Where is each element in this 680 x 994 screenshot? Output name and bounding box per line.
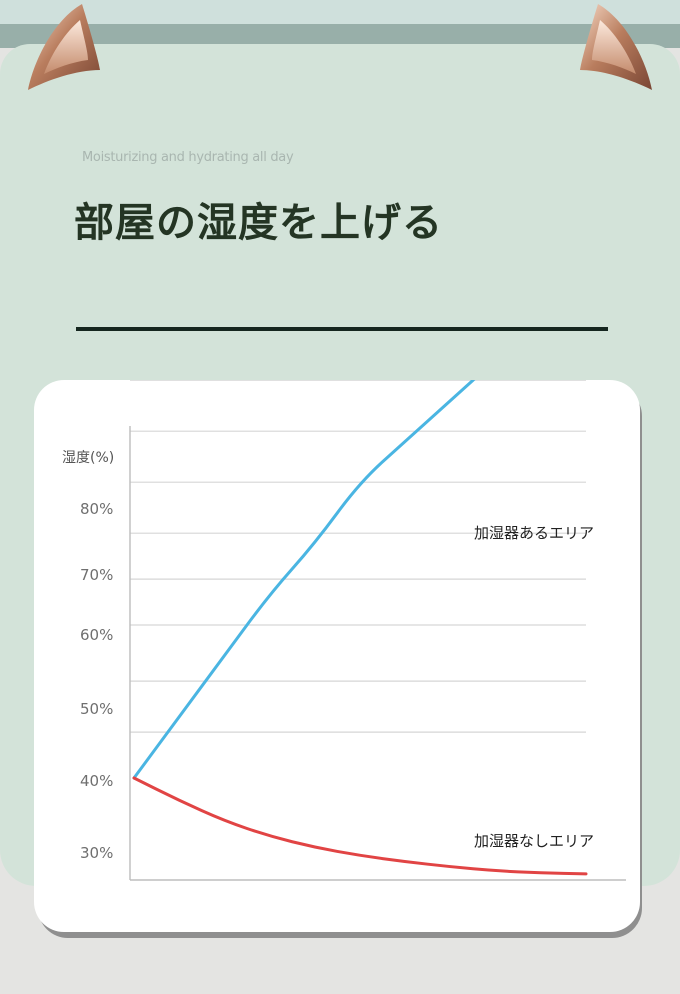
page-subtitle: Moisturizing and hydrating all day [82,150,294,165]
top-band [0,0,680,24]
chart-card: 湿度(%) 80% 70% 60% 50% 40% 30% 加湿器あるエリア 加湿器なしエリア [34,380,640,932]
y-tick-label-30: 30% [80,844,113,862]
title-divider [76,327,608,331]
y-tick-label-40: 40% [80,772,113,790]
series-label-0: 加湿器あるエリア [474,524,594,542]
y-tick-label-50: 50% [80,700,113,718]
series-line-0 [132,380,476,780]
y-tick-label-70: 70% [80,566,113,584]
cat-ear-left-icon [28,4,100,90]
y-axis-label: 湿度(%) [62,450,114,466]
page-title: 部屋の湿度を上げる [74,200,443,246]
y-tick-label-80: 80% [80,500,113,518]
cat-ear-right-icon [580,4,652,90]
y-tick-label-60: 60% [80,626,113,644]
series-label-1: 加湿器なしエリア [474,832,594,850]
series-line-1 [132,776,588,876]
